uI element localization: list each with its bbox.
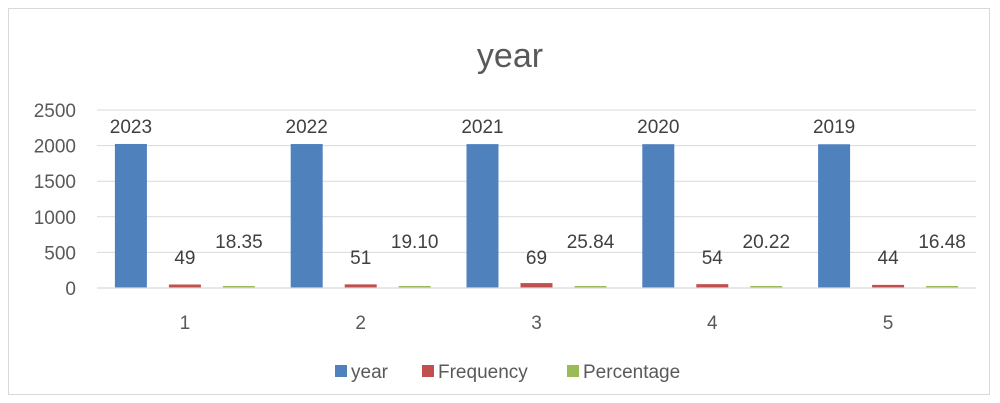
data-label: 19.10	[391, 232, 439, 253]
data-label: 49	[174, 248, 195, 269]
data-labels: 2023 49 18.35 2022 51 19.10 2021 69 25.84 2020 54 2…	[110, 117, 966, 269]
bar-percentage	[750, 286, 783, 288]
bar-percentage	[398, 286, 431, 288]
chart-area: year 0 500 1000 1500 2000 2500 2023 49 18.35 202…	[8, 8, 990, 395]
bar-percentage	[574, 286, 607, 288]
x-tick-label: 4	[707, 313, 718, 334]
y-axis: 0 500 1000 1500 2000 2500	[34, 101, 76, 300]
bar-frequency	[696, 284, 729, 288]
bar-year	[642, 144, 675, 288]
bar-year	[466, 144, 499, 288]
chart-title: year	[477, 37, 543, 75]
data-label: 51	[350, 248, 371, 269]
x-tick-label: 1	[180, 313, 191, 334]
y-tick-label: 0	[65, 279, 76, 300]
bar-year	[818, 144, 851, 288]
x-tick-label: 3	[531, 313, 542, 334]
x-axis: 1 2 3 4 5	[97, 287, 976, 334]
data-label: 25.84	[567, 232, 615, 253]
y-tick-label: 500	[44, 243, 76, 264]
y-tick-label: 1000	[34, 208, 76, 229]
bar-year	[114, 143, 147, 288]
data-label: 2020	[637, 117, 679, 138]
legend-swatch-year	[335, 365, 347, 377]
bar-frequency	[344, 284, 377, 288]
legend-label-year: year	[351, 362, 389, 383]
bar-frequency	[168, 284, 201, 288]
legend-label-percentage: Percentage	[583, 362, 680, 383]
data-label: 18.35	[215, 232, 263, 253]
legend-label-frequency: Frequency	[438, 362, 528, 383]
y-tick-label: 2500	[34, 101, 76, 122]
data-label: 2019	[813, 117, 855, 138]
data-label: 2021	[461, 117, 503, 138]
x-tick-label: 2	[355, 313, 366, 334]
bar-frequency	[520, 283, 553, 288]
data-label: 44	[878, 248, 900, 269]
data-label: 20.22	[743, 232, 791, 253]
data-label: 54	[702, 248, 724, 269]
legend: year Frequency Percentage	[335, 362, 680, 383]
legend-swatch-frequency	[422, 365, 434, 377]
bar-percentage	[926, 286, 959, 288]
x-tick-label: 5	[883, 313, 894, 334]
data-label: 16.48	[918, 232, 966, 253]
legend-swatch-percentage	[567, 365, 579, 377]
bars	[114, 143, 959, 288]
y-tick-label: 1500	[34, 172, 76, 193]
data-label: 2023	[110, 117, 152, 138]
bar-year	[290, 144, 323, 288]
y-tick-label: 2000	[34, 137, 76, 158]
data-label: 69	[526, 248, 547, 269]
bar-percentage	[222, 286, 255, 288]
bar-frequency	[872, 284, 905, 288]
data-label: 2022	[286, 117, 328, 138]
